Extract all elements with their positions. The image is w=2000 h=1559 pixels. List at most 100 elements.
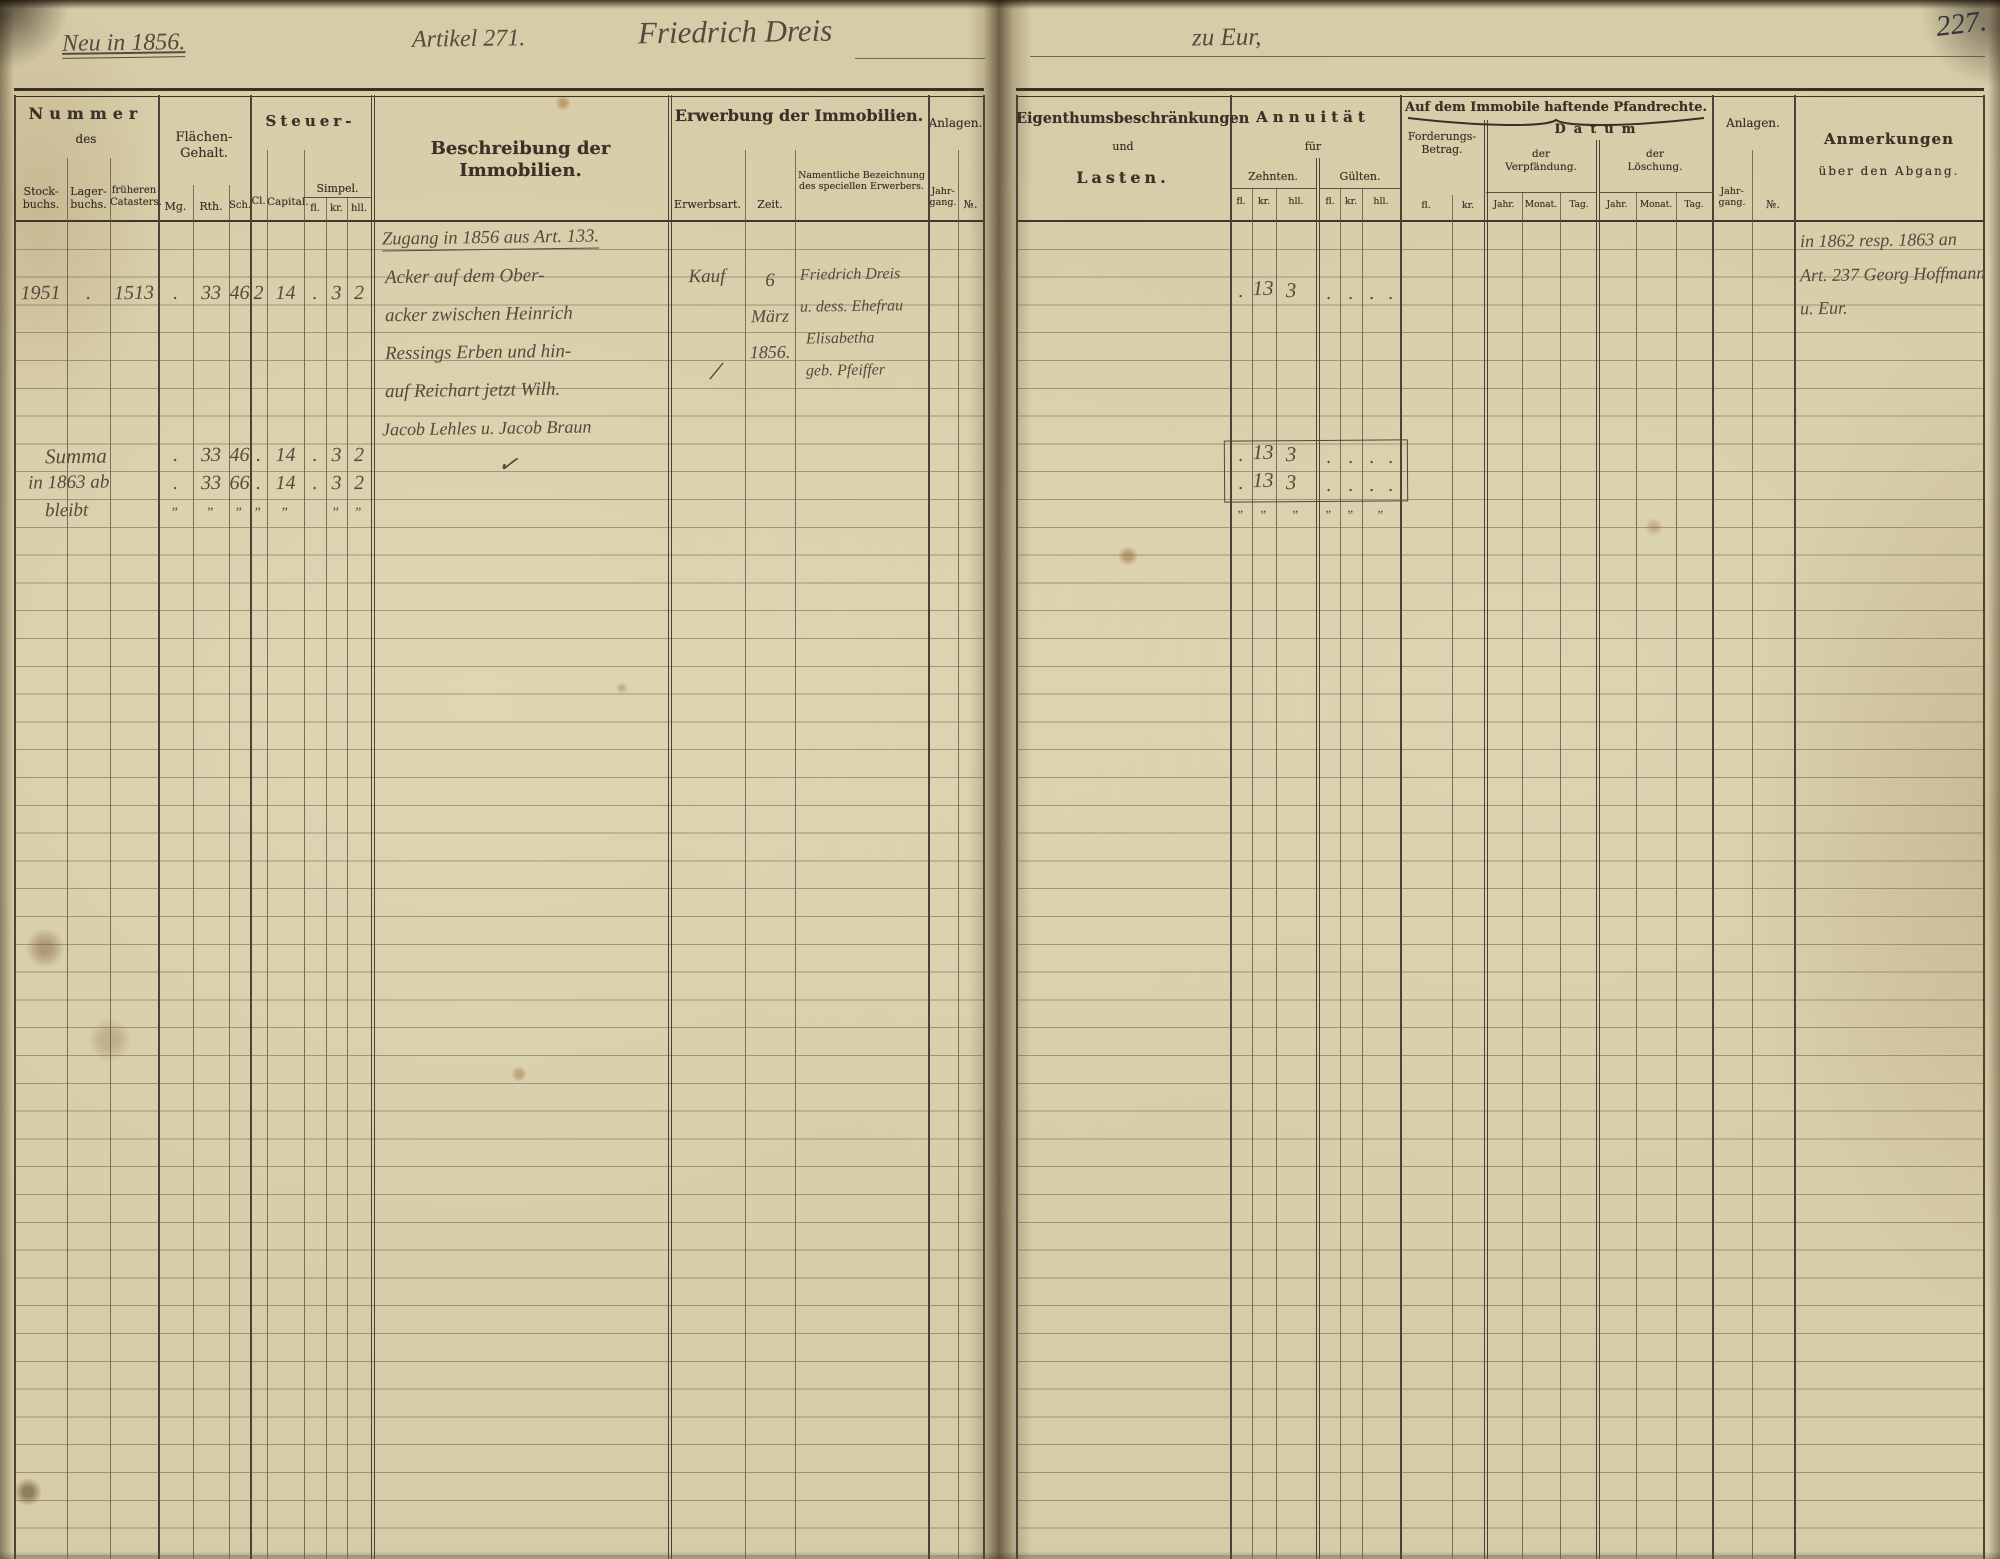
ditto-mark: „ xyxy=(332,497,341,514)
entry-schuh: 46 xyxy=(229,281,250,305)
ditto-mark: „ xyxy=(1325,499,1333,516)
ab1863-morgen: . xyxy=(172,471,179,495)
col-datum: Datum xyxy=(1554,122,1644,137)
entry-capital: 14 xyxy=(275,281,296,305)
column-divider xyxy=(304,150,305,1559)
col-verpfaendung: der Verpfändung. xyxy=(1505,148,1577,173)
annuitaet-guelten-kr: . xyxy=(1348,281,1354,305)
col-namentliche: Namentliche Bezeichnung des speciellen E… xyxy=(798,170,925,193)
annuitaet-zehnten-kr: 13 xyxy=(1252,467,1274,493)
col-classe: Cl. xyxy=(251,196,266,207)
col-erwerbung: Erwerbung der Immobilien. xyxy=(674,106,924,125)
ditto-mark: „ xyxy=(281,497,290,514)
unit-hll: hll. xyxy=(1288,196,1304,207)
sub-header-rule xyxy=(1230,188,1316,189)
col-jahrgang: Jahr- gang. xyxy=(1718,186,1746,209)
column-divider xyxy=(1400,95,1402,1559)
col-morgen: Mg. xyxy=(164,200,187,213)
ab1863-capital: 14 xyxy=(275,471,296,495)
entry-simpel-kr: 3 xyxy=(331,281,342,305)
col-guelten: Gülten. xyxy=(1339,170,1381,183)
heading-rule xyxy=(1030,56,1985,57)
ab1863-schuh: 66 xyxy=(229,471,250,495)
ab1863-label: in 1863 ab xyxy=(27,471,110,494)
column-divider xyxy=(1560,192,1561,1559)
entry-description-line: acker zwischen Heinrich xyxy=(384,302,573,327)
anmerkung-line: in 1862 resp. 1863 an xyxy=(1799,228,1957,252)
ab1863-ruthen: 33 xyxy=(200,471,222,495)
col-loeschung: der Löschung. xyxy=(1627,148,1683,173)
annuitaet-guelten-fl: . xyxy=(1326,445,1332,469)
annuitaet-zehnten-hll: 3 xyxy=(1285,277,1297,303)
bleibt-label: bleibt xyxy=(44,499,89,522)
col-anlagen: Anlagen. xyxy=(928,116,983,130)
column-divider xyxy=(193,185,194,1559)
col-und: und xyxy=(1112,140,1134,153)
column-divider xyxy=(1340,188,1341,1559)
annuitaet-guelten-fl: . xyxy=(1326,473,1332,497)
ditto-mark: „ xyxy=(1377,499,1385,516)
column-divider xyxy=(158,95,160,1559)
annuitaet-zehnten-hll: 3 xyxy=(1285,469,1297,495)
col-anmerkungen-sub: über den Abgang. xyxy=(1818,164,1960,178)
summa-capital: 14 xyxy=(275,443,296,467)
col-anlagen: Anlagen. xyxy=(1726,116,1780,130)
entry-erwerber-line: geb. Pfeiffer xyxy=(805,361,886,380)
page-number: 227. xyxy=(1934,5,1989,43)
column-divider xyxy=(1752,150,1753,1559)
heading-artikel: Artikel 271. xyxy=(411,25,526,53)
unit-hll: hll. xyxy=(350,203,367,214)
annuitaet-dot: . xyxy=(1388,281,1394,305)
ditto-mark: „ xyxy=(1237,499,1245,516)
unit-fl: fl. xyxy=(1325,196,1335,207)
annuitaet-zehnten-fl: . xyxy=(1238,443,1244,467)
column-divider xyxy=(1230,95,1232,1559)
anmerkung-line: Art. 237 Georg Hoffmann xyxy=(1799,262,1986,286)
column-divider xyxy=(795,150,796,1559)
annuitaet-zehnten-hll: 3 xyxy=(1285,441,1297,467)
col-nummer-anlage: №. xyxy=(963,198,978,211)
unit-kr: kr. xyxy=(1344,196,1358,207)
top-rule xyxy=(14,88,984,97)
unit-hll: hll. xyxy=(1373,196,1389,207)
summa-simpel-hll: 2 xyxy=(353,443,365,467)
unit-kr: kr. xyxy=(1257,196,1271,207)
column-divider xyxy=(347,197,348,1559)
unit-monat: Monat. xyxy=(1524,200,1558,210)
ab1863-simpel-hll: 2 xyxy=(353,471,365,495)
col-fuer: für xyxy=(1304,140,1322,153)
row-ruling xyxy=(1018,222,1984,1559)
col-capital: Capital. xyxy=(267,196,309,208)
ditto-mark: „ xyxy=(254,497,263,514)
entry-morgen: . xyxy=(172,281,179,305)
column-divider xyxy=(745,150,746,1559)
anmerkung-line: u. Eur. xyxy=(1799,297,1848,319)
annuitaet-zehnten-kr: 13 xyxy=(1252,275,1274,301)
col-nummer-anlage: №. xyxy=(1766,198,1780,211)
summa-simpel-fl: . xyxy=(312,443,318,467)
unit-kr: kr. xyxy=(330,203,343,214)
column-divider xyxy=(1794,95,1796,1559)
annuitaet-dot: . xyxy=(1388,445,1394,469)
column-divider xyxy=(1636,192,1637,1559)
annuitaet-guelten-kr: . xyxy=(1348,445,1354,469)
entry-erwerber-line: Elisabetha xyxy=(805,329,875,348)
annuitaet-guelten-hll: . xyxy=(1369,445,1375,469)
header-bottom-rule xyxy=(14,220,984,222)
entry-erwerber-line: u. dess. Ehefrau xyxy=(799,297,904,316)
pfandrechte-brace xyxy=(1407,117,1705,127)
entry-simpel-hll: 2 xyxy=(353,281,365,305)
tick-mark: ✓ xyxy=(496,450,520,480)
entry-erwerbsart: Kauf xyxy=(688,265,726,288)
annuitaet-zehnten-kr: 13 xyxy=(1252,439,1274,465)
column-divider xyxy=(668,95,672,1559)
row-ruling xyxy=(16,222,984,1559)
col-erwerbsart: Erwerbsart. xyxy=(674,198,741,211)
ditto-mark: „ xyxy=(1292,499,1300,516)
entry-ruthen: 33 xyxy=(200,281,222,305)
summa-morgen: . xyxy=(172,443,179,467)
annuitaet-guelten-hll: . xyxy=(1369,473,1375,497)
ditto-mark: „ xyxy=(206,497,215,514)
col-eigenthumsbeschraenkungen: Eigenthumsbeschränkungen xyxy=(1016,110,1250,127)
column-divider xyxy=(1362,188,1363,1559)
